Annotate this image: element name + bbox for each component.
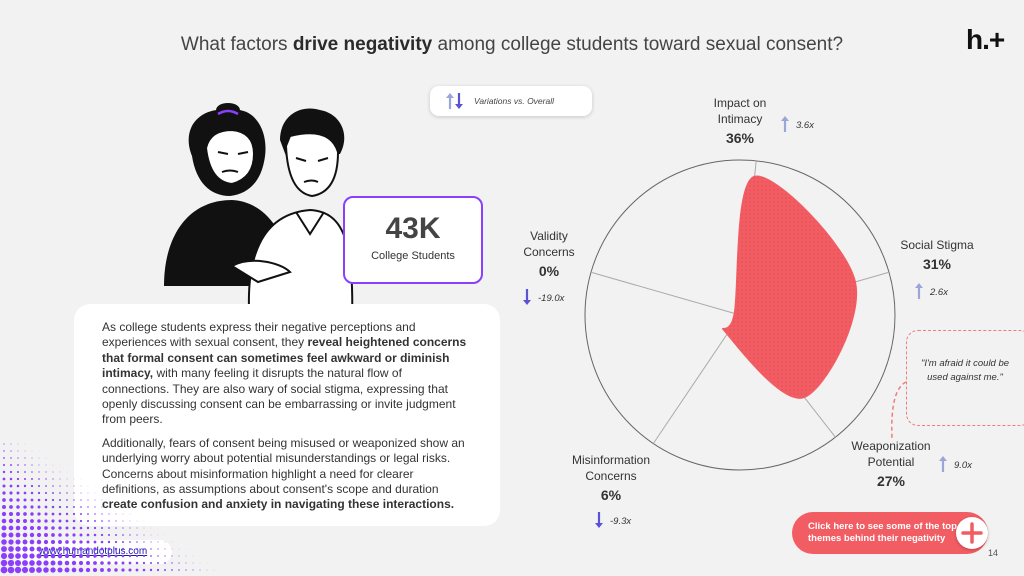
summary-paragraph-1: As college students express their negati…: [102, 320, 467, 427]
pct-label: 6%: [600, 487, 622, 503]
axis-label-impact-on-intimacy: Impact on Intimacy 36%: [694, 95, 786, 146]
up-down-arrows-icon: [446, 93, 463, 109]
variation-misinformation-concerns: -9.3x: [594, 511, 631, 532]
arrow-down-icon: [594, 511, 604, 532]
plus-icon[interactable]: [956, 517, 988, 549]
axis-label-social-stigma: Social Stigma 31%: [886, 237, 988, 272]
radar-series-area: [722, 175, 858, 399]
quote-connector: [891, 381, 907, 439]
variation-validity-concerns: -19.0x: [522, 288, 564, 309]
pct-label: 27%: [876, 473, 906, 489]
variation-social-stigma: 2.6x: [914, 282, 948, 303]
halftone-decoration: [0, 443, 222, 574]
students-illustration: [164, 103, 354, 327]
pct-label: 31%: [922, 256, 952, 272]
stat-value: 43K: [385, 212, 441, 245]
arrow-up-icon: [780, 115, 790, 136]
radar-outer-circle: [584, 159, 896, 471]
page-title: What factors drive negativity among coll…: [180, 34, 844, 55]
variation-legend: Variations vs. Overall: [430, 86, 592, 116]
arrow-down-icon: [522, 288, 532, 309]
pct-label: 0%: [538, 263, 560, 279]
variation-impact-on-intimacy: 3.6x: [780, 115, 814, 136]
quote-callout: "I'm afraid it could be used against me.…: [906, 330, 1024, 426]
website-link[interactable]: www.humandotplus.com: [14, 540, 172, 564]
axis-label-validity-concerns: Validity Concerns 0%: [508, 228, 590, 279]
summary-paragraph-2: Additionally, fears of consent being mis…: [102, 435, 465, 512]
axis-label-weaponization-potential: Weaponization Potential 27%: [840, 438, 942, 489]
variation-weaponization-potential: 9.0x: [938, 455, 972, 476]
cta-button[interactable]: Click here to see some of the top themes…: [792, 512, 988, 554]
arrow-up-icon: [914, 282, 924, 303]
radar-spoke: [652, 314, 741, 444]
stat-card: 43K College Students: [343, 196, 483, 284]
cta-label: Click here to see some of the top themes…: [808, 521, 957, 544]
axis-label-misinformation-concerns: Misinformation Concerns 6%: [560, 452, 662, 503]
quote-text: "I'm afraid it could be used against me.…: [920, 358, 1010, 383]
summary-textbox: As college students express their negati…: [74, 304, 500, 526]
pct-label: 36%: [725, 130, 755, 146]
radar-spoke: [590, 271, 741, 316]
stat-label: College Students: [371, 250, 455, 262]
brand-logo: h.+: [966, 24, 1005, 55]
page-number: 14: [988, 548, 999, 558]
legend-label: Variations vs. Overall: [474, 96, 554, 106]
arrow-up-icon: [938, 455, 948, 476]
